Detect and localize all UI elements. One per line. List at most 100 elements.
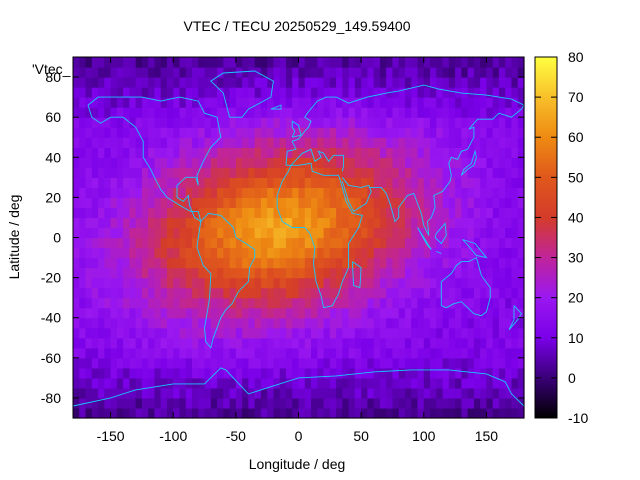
heat-cell	[423, 167, 431, 178]
heat-cell	[329, 357, 337, 369]
heat-cell	[392, 267, 400, 279]
heat-cell	[492, 197, 500, 209]
heat-cell	[198, 117, 206, 128]
heat-cell	[417, 377, 425, 389]
heat-cell	[104, 337, 112, 349]
heat-cell	[498, 367, 506, 379]
heat-cell	[192, 387, 199, 399]
heat-cell	[198, 377, 206, 389]
heat-cell	[79, 197, 87, 209]
heat-cell	[179, 67, 187, 78]
heat-cell	[179, 297, 187, 309]
heat-cell	[323, 287, 331, 299]
heat-cell	[354, 257, 362, 269]
heat-cell	[223, 97, 231, 108]
heat-cell	[430, 257, 437, 269]
heat-cell	[373, 357, 381, 369]
heat-cell	[298, 407, 306, 419]
heat-cell	[242, 167, 249, 178]
heat-cell	[91, 247, 99, 259]
heat-cell	[311, 77, 318, 88]
heat-cell	[104, 217, 112, 229]
heat-cell	[486, 257, 494, 269]
heat-cell	[154, 97, 162, 108]
heat-cell	[179, 117, 187, 128]
heat-cell	[317, 317, 325, 329]
heat-cell	[492, 247, 500, 259]
heat-cell	[148, 257, 156, 269]
heat-cell	[267, 197, 275, 209]
heat-cell	[273, 327, 281, 339]
heat-cell	[110, 167, 118, 178]
heat-cell	[104, 387, 112, 399]
heat-cell	[354, 197, 362, 209]
heat-cell	[373, 177, 381, 188]
heat-cell	[342, 247, 350, 259]
heat-cell	[273, 57, 281, 68]
heat-cell	[511, 347, 519, 359]
heat-cell	[511, 247, 519, 259]
heat-cell	[323, 117, 331, 128]
heat-cell	[192, 97, 199, 108]
heat-cell	[160, 407, 168, 419]
heat-cell	[436, 287, 444, 299]
heat-cell	[411, 267, 419, 279]
heat-cell	[386, 377, 394, 389]
heat-cell	[436, 177, 444, 188]
heat-cell	[148, 337, 156, 349]
heat-cell	[498, 97, 506, 108]
heat-cell	[292, 117, 300, 128]
heat-cell	[135, 57, 143, 68]
heat-cell	[166, 117, 174, 128]
heat-cell	[492, 327, 500, 339]
heat-cell	[254, 317, 262, 329]
heat-cell	[304, 337, 312, 349]
heat-cell	[192, 307, 199, 319]
heat-cell	[148, 77, 156, 88]
heat-cell	[204, 327, 212, 339]
heat-cell	[392, 147, 400, 158]
heat-cell	[110, 107, 118, 118]
heat-cell	[116, 77, 124, 88]
heat-cell	[198, 157, 206, 168]
heat-cell	[505, 147, 513, 158]
heat-cell	[448, 307, 456, 319]
heat-cell	[386, 157, 394, 168]
heat-cell	[486, 137, 494, 148]
heat-cell	[423, 247, 431, 259]
heat-cell	[367, 377, 375, 389]
heat-cell	[448, 407, 456, 419]
heat-cell	[317, 117, 325, 128]
heat-cell	[404, 247, 412, 259]
heat-cell	[473, 87, 481, 98]
heat-cell	[317, 107, 325, 118]
heat-cell	[116, 207, 124, 219]
heat-cell	[91, 227, 99, 239]
heat-cell	[260, 117, 268, 128]
heat-cell	[448, 387, 456, 399]
heat-cell	[173, 267, 181, 279]
heat-cell	[492, 287, 500, 299]
heat-cell	[329, 77, 337, 88]
heat-cell	[110, 377, 118, 389]
heat-cell	[336, 277, 343, 289]
heat-cell	[417, 87, 425, 98]
heat-cell	[417, 387, 425, 399]
heat-cell	[329, 177, 337, 188]
heat-cell	[210, 77, 218, 88]
heat-cell	[304, 187, 312, 198]
heat-cell	[386, 147, 394, 158]
heat-cell	[467, 317, 475, 329]
heat-cell	[204, 297, 212, 309]
heat-cell	[185, 277, 193, 289]
heat-cell	[430, 137, 437, 148]
heat-cell	[267, 237, 275, 249]
heat-cell	[411, 157, 419, 168]
heat-cell	[210, 217, 218, 229]
heat-cell	[517, 137, 525, 148]
heat-cell	[417, 337, 425, 349]
heat-cell	[486, 387, 494, 399]
heat-cell	[417, 197, 425, 209]
heat-cell	[204, 207, 212, 219]
heat-cell	[292, 397, 300, 409]
